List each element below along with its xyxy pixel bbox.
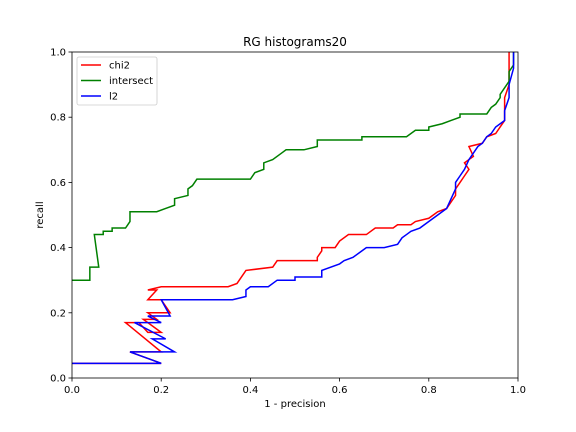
y-tick-label: 0.4	[50, 243, 66, 254]
x-axis-label: 1 - precision	[264, 399, 325, 410]
series-line-l2	[72, 52, 515, 365]
legend-box	[76, 56, 158, 106]
chart-title: RG histograms20	[243, 35, 347, 49]
y-tick-label: 0.6	[50, 178, 66, 189]
plot-area	[72, 52, 518, 378]
series-line-intersect	[72, 52, 515, 281]
y-tick-label: 0.0	[50, 374, 66, 385]
plot-frame	[71, 51, 519, 379]
y-axis: 0.0 0.2 0.4 0.6 0.8 1.0	[50, 48, 72, 385]
x-tick-label: 0.6	[332, 385, 348, 396]
x-tick-label: 0.8	[421, 385, 437, 396]
legend-label: l2	[109, 92, 118, 103]
y-tick-label: 0.8	[50, 113, 66, 124]
legend-label: intersect	[109, 76, 153, 87]
x-tick-label: 0.4	[242, 385, 258, 396]
x-tick-label: 1.0	[510, 385, 526, 396]
legend-label: chi2	[109, 61, 130, 72]
legend: chi2 intersect l2	[76, 56, 158, 106]
x-axis: 0.0 0.2 0.4 0.6 0.8 1.0	[64, 378, 526, 396]
y-axis-label: recall	[35, 201, 46, 228]
x-tick-label: 0.2	[153, 385, 169, 396]
x-tick-label: 0.0	[64, 385, 80, 396]
y-tick-label: 0.2	[50, 308, 66, 319]
series-layer	[72, 52, 515, 365]
y-tick-label: 1.0	[50, 48, 66, 59]
